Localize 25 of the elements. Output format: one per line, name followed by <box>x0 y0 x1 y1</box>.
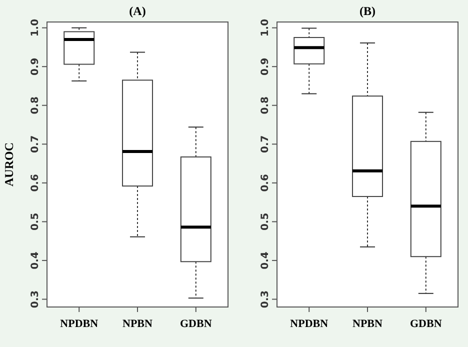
y-axis-title: AUROC <box>2 142 16 186</box>
y-tick-label: 1.0 <box>30 18 41 37</box>
y-tick-label: 0.4 <box>260 252 271 270</box>
x-tick-label: NPBN <box>352 318 383 330</box>
y-tick-label: 0.5 <box>260 212 271 231</box>
y-tick-label: 0.6 <box>30 174 41 192</box>
chart-title: (A) <box>129 4 146 18</box>
x-tick-label: NPBN <box>122 318 153 330</box>
y-tick-label: 0.3 <box>260 290 271 308</box>
y-tick-label: 0.7 <box>260 135 271 153</box>
y-tick-label: 0.7 <box>30 135 41 153</box>
y-tick-label: 1.0 <box>260 18 271 37</box>
y-tick-label: 0.4 <box>30 252 41 270</box>
chart-title: (B) <box>360 4 376 18</box>
y-tick-label: 0.9 <box>260 58 271 76</box>
y-tick-label: 0.3 <box>30 290 41 308</box>
x-tick-label: NPDBN <box>60 318 98 330</box>
x-tick-label: GDBN <box>180 318 212 330</box>
y-tick-label: 0.8 <box>260 96 271 114</box>
y-tick-label: 0.6 <box>260 174 271 192</box>
y-tick-label: 0.5 <box>30 212 41 231</box>
y-tick-label: 0.8 <box>30 96 41 114</box>
x-tick-label: GDBN <box>410 318 442 330</box>
x-tick-label: NPDBN <box>290 318 328 330</box>
y-tick-label: 0.9 <box>30 58 41 76</box>
